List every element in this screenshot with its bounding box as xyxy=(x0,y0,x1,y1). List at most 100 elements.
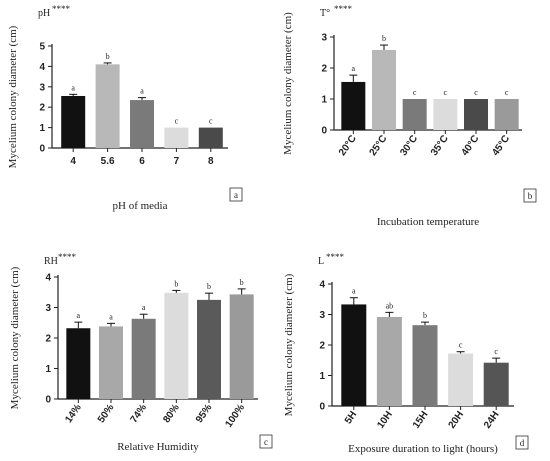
significance-letter: c xyxy=(494,347,498,356)
significance-marker: **** xyxy=(52,4,71,14)
x-tick-label: 45°C xyxy=(490,133,512,158)
x-tick-label: 24H xyxy=(482,409,502,430)
bar xyxy=(341,304,367,406)
significance-letter: a xyxy=(77,311,81,320)
y-tick-label: 1 xyxy=(321,95,327,106)
x-tick-label: 20°C xyxy=(337,133,359,158)
panel-label: c xyxy=(264,437,268,447)
significance-letter: c xyxy=(505,88,509,97)
x-tick-label: 40°C xyxy=(460,133,482,158)
x-tick-label: 20H xyxy=(447,409,467,430)
panel-label: d xyxy=(520,438,525,448)
y-tick-label: 4 xyxy=(45,273,51,284)
y-axis-label: Mycelium colony diameter (cm) xyxy=(282,12,294,155)
significance-letter: b xyxy=(240,278,244,287)
y-tick-label: 0 xyxy=(39,144,45,155)
bar xyxy=(164,127,189,148)
y-tick-label: 1 xyxy=(319,371,325,382)
y-tick-label: 4 xyxy=(39,62,45,73)
x-axis-label: pH of media xyxy=(113,200,168,212)
bar xyxy=(229,294,254,399)
bar xyxy=(376,316,402,406)
panel-label-box xyxy=(523,188,537,203)
bar xyxy=(95,64,120,148)
x-tick-label: 5.6 xyxy=(101,156,115,167)
significance-letter: b xyxy=(382,34,386,43)
significance-letter: a xyxy=(71,83,75,92)
y-tick-label: 3 xyxy=(39,82,45,93)
y-tick-label: 3 xyxy=(45,303,51,314)
panel-label-box xyxy=(515,435,529,450)
significance-letter: b xyxy=(207,282,211,291)
panel-label: a xyxy=(234,190,238,200)
bar xyxy=(433,99,458,130)
bar xyxy=(464,99,488,130)
y-tick-label: 4 xyxy=(319,280,325,291)
bar xyxy=(483,362,509,406)
y-axis-label: Mycelium colony diameter (cm) xyxy=(283,273,295,416)
significance-letter: a xyxy=(142,303,146,312)
y-tick-label: 5 xyxy=(39,42,45,53)
y-tick-label: 2 xyxy=(39,103,45,114)
x-tick-label: 74% xyxy=(129,402,150,425)
panel-label-box xyxy=(229,187,243,202)
y-tick-label: 0 xyxy=(321,126,327,137)
bar xyxy=(448,353,474,406)
x-tick-label: 14% xyxy=(63,402,84,425)
significance-letter: c xyxy=(474,88,478,97)
x-tick-label: 10H xyxy=(375,409,395,430)
y-tick-label: 2 xyxy=(45,334,51,345)
chart-title: pH xyxy=(38,8,50,19)
bar xyxy=(198,127,223,148)
bar xyxy=(402,99,427,130)
y-tick-label: 2 xyxy=(321,64,327,75)
y-tick-label: 1 xyxy=(45,364,51,375)
chart-title: RH xyxy=(44,256,58,267)
x-tick-label: 95% xyxy=(194,402,215,425)
x-tick-label: 6 xyxy=(139,156,145,167)
x-tick-label: 100% xyxy=(223,402,247,429)
significance-letter: c xyxy=(459,341,463,350)
significance-letter: a xyxy=(109,312,113,321)
x-axis-label: Exposure duration to light (hours) xyxy=(348,443,498,455)
bar xyxy=(99,326,123,399)
x-tick-label: 15H xyxy=(411,409,431,430)
significance-letter: ab xyxy=(386,301,394,310)
x-tick-label: 8 xyxy=(208,156,214,167)
x-tick-label: 25°C xyxy=(368,133,390,158)
significance-letter: a xyxy=(352,64,356,73)
bar xyxy=(130,100,154,148)
significance-letter: c xyxy=(413,88,417,97)
x-axis-label: Incubation temperature xyxy=(377,216,479,228)
significance-marker: **** xyxy=(326,252,345,262)
y-tick-label: 0 xyxy=(319,402,325,413)
bar xyxy=(61,95,86,148)
significance-letter: b xyxy=(106,52,110,61)
significance-letter: c xyxy=(175,117,179,126)
significance-marker: **** xyxy=(334,4,353,14)
panel-label: b xyxy=(528,191,533,201)
bar xyxy=(131,318,156,399)
significance-letter: b xyxy=(174,279,178,288)
bar xyxy=(164,292,189,399)
y-tick-label: 3 xyxy=(319,310,325,321)
bar xyxy=(341,81,366,130)
x-tick-label: 50% xyxy=(96,402,117,425)
y-axis-label: Mycelium colony diameter (cm) xyxy=(7,25,19,168)
bar xyxy=(412,325,438,406)
chart-title: L xyxy=(318,256,324,267)
y-tick-label: 0 xyxy=(45,395,51,406)
significance-marker: **** xyxy=(58,252,77,262)
x-tick-label: 5H xyxy=(343,409,359,426)
x-tick-label: 4 xyxy=(70,156,76,167)
bar xyxy=(494,99,519,130)
x-axis-label: Relative Humidity xyxy=(117,441,199,453)
significance-letter: c xyxy=(209,117,213,126)
significance-letter: a xyxy=(352,287,356,296)
panel-label-box xyxy=(259,434,273,449)
x-tick-label: 7 xyxy=(174,156,180,167)
x-tick-label: 30°C xyxy=(398,133,420,158)
y-axis-label: Mycelium colony diameter (cm) xyxy=(9,266,21,409)
chart-panel-d: L **** 0 1 2 3 4 a 5H ab 10H b 15H c 20H c 24H Exposure d… xyxy=(283,252,529,455)
